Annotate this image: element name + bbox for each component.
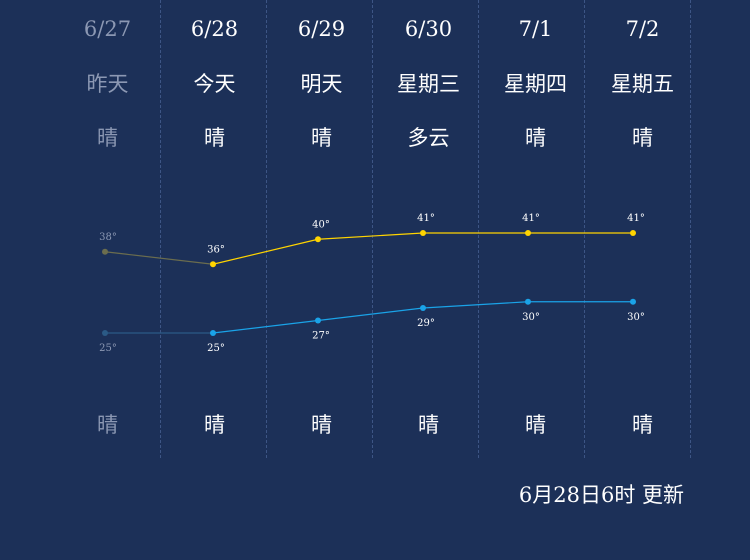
day-column-wednesday[interactable]: 6/30 星期三 多云 晴 xyxy=(375,0,482,460)
day-date: 6/27 xyxy=(83,17,132,41)
day-date: 6/28 xyxy=(190,17,239,41)
high-temp-label: 41° xyxy=(522,213,540,224)
day-condition: 晴 xyxy=(632,126,653,150)
low-temp-label: 25° xyxy=(207,343,225,354)
day-name: 星期四 xyxy=(504,72,567,96)
day-condition: 晴 xyxy=(204,126,225,150)
column-divider xyxy=(584,0,585,458)
night-condition: 晴 xyxy=(311,413,332,437)
day-date: 6/30 xyxy=(404,17,453,41)
low-temp-label: 27° xyxy=(312,331,330,342)
day-name: 今天 xyxy=(193,72,236,96)
night-condition: 晴 xyxy=(204,413,225,437)
low-temp-segment xyxy=(212,319,319,334)
high-temp-point xyxy=(420,230,426,236)
low-temp-label: 29° xyxy=(417,318,435,329)
day-column-thursday[interactable]: 7/1 星期四 晴 晴 xyxy=(482,0,589,460)
column-divider xyxy=(266,0,267,458)
day-date: 7/1 xyxy=(518,17,553,41)
column-divider xyxy=(160,0,161,458)
day-date: 6/29 xyxy=(297,17,346,41)
column-divider xyxy=(478,0,479,458)
day-column-today[interactable]: 6/28 今天 晴 晴 xyxy=(161,0,268,460)
day-date: 7/2 xyxy=(625,17,660,41)
day-condition: 晴 xyxy=(311,126,332,150)
high-temp-segment xyxy=(212,238,319,265)
high-temp-label: 41° xyxy=(417,213,435,224)
high-temp-label: 36° xyxy=(207,244,225,255)
day-column-tomorrow[interactable]: 6/29 明天 晴 晴 xyxy=(268,0,375,460)
high-temp-point xyxy=(525,230,531,236)
low-temp-point xyxy=(630,298,636,305)
day-name: 昨天 xyxy=(86,72,129,96)
low-temp-point xyxy=(525,298,531,305)
day-name: 星期三 xyxy=(397,72,460,96)
low-temp-segment xyxy=(317,307,424,322)
column-divider xyxy=(372,0,373,458)
day-column-friday[interactable]: 7/2 星期五 晴 晴 xyxy=(589,0,696,460)
low-temp-point xyxy=(420,305,426,311)
column-divider xyxy=(690,0,691,458)
temperature-chart: 38° 25° 36° 25° 40° 27° 41° 29° 41° 30° 41° 30° xyxy=(99,213,645,354)
night-condition: 晴 xyxy=(97,413,118,437)
low-temp-point xyxy=(315,317,321,324)
day-column-yesterday[interactable]: 6/27 昨天 晴 晴 xyxy=(54,0,161,460)
high-temp-label: 40° xyxy=(312,219,330,230)
night-condition: 晴 xyxy=(525,413,546,437)
high-temp-point xyxy=(210,261,216,268)
day-condition: 多云 xyxy=(407,126,450,150)
low-temp-label: 30° xyxy=(627,312,645,323)
low-temp-point xyxy=(102,330,108,336)
night-condition: 晴 xyxy=(632,413,653,437)
night-condition: 晴 xyxy=(418,413,439,437)
high-temp-point xyxy=(102,248,108,255)
low-temp-label: 25° xyxy=(99,343,117,354)
low-temp-label: 30° xyxy=(522,312,540,323)
low-temp-point xyxy=(210,330,216,336)
day-condition: 晴 xyxy=(525,126,546,150)
high-temp-label: 41° xyxy=(627,213,645,224)
update-timestamp: 6月28日6时 更新 xyxy=(518,483,684,507)
day-condition: 晴 xyxy=(97,126,118,150)
high-temp-point xyxy=(630,230,636,236)
day-name: 明天 xyxy=(300,72,343,96)
low-temp-segment xyxy=(422,301,529,309)
high-temp-segment xyxy=(317,232,424,240)
high-temp-point xyxy=(315,236,321,243)
high-temp-label: 38° xyxy=(99,232,117,243)
high-temp-segment xyxy=(104,251,214,265)
day-name: 星期五 xyxy=(611,72,674,96)
